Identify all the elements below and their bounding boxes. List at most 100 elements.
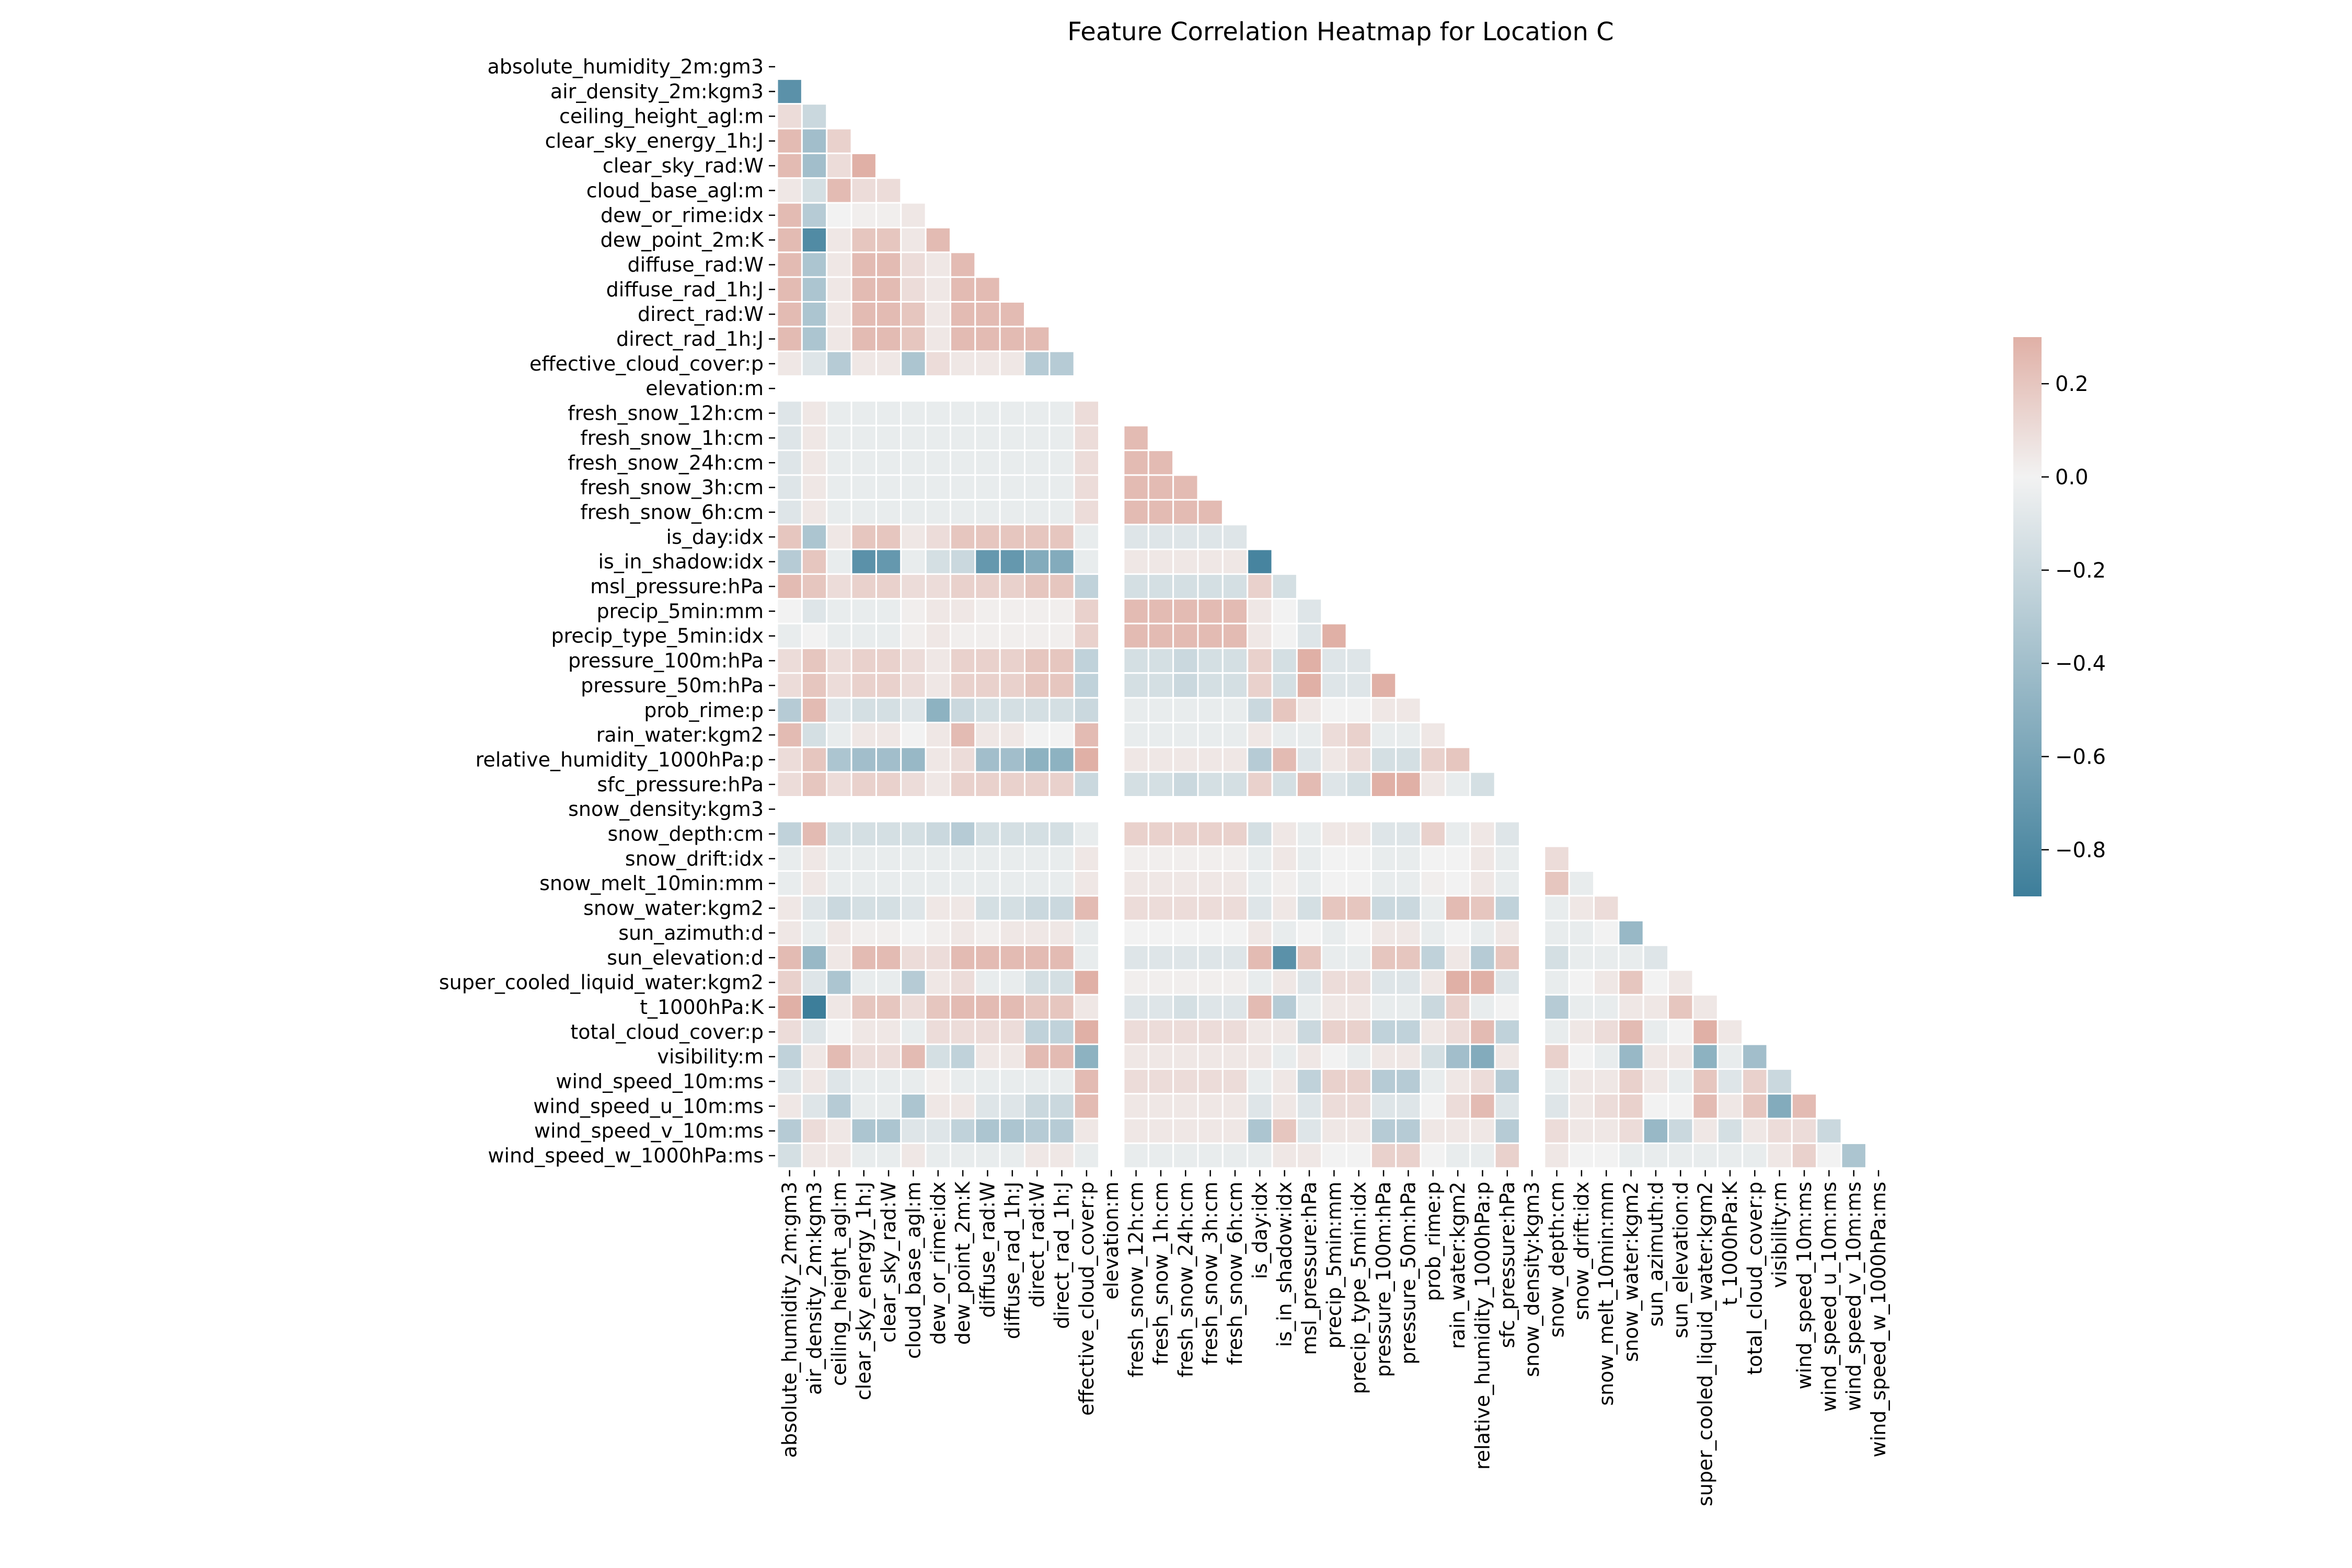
heatmap-cell xyxy=(949,301,976,328)
heatmap-cell xyxy=(1766,1117,1793,1144)
y-tick-label: wind_speed_10m:ms xyxy=(556,1070,764,1093)
heatmap-cell xyxy=(925,1117,951,1144)
heatmap-cell xyxy=(850,326,877,352)
heatmap-cell xyxy=(1370,994,1397,1021)
heatmap-cell xyxy=(1543,994,1570,1021)
heatmap-cell xyxy=(1073,424,1100,452)
heatmap-cell xyxy=(875,424,902,452)
heatmap-cell xyxy=(1296,845,1323,872)
heatmap-cell xyxy=(1048,647,1075,674)
y-tick-label: snow_depth:cm xyxy=(607,823,764,846)
heatmap-cell xyxy=(1271,919,1298,947)
heatmap-cell xyxy=(925,622,951,649)
heatmap-cell xyxy=(826,598,852,625)
heatmap-cell xyxy=(1321,944,1347,971)
heatmap-cell xyxy=(1073,845,1100,872)
x-tick-label: cloud_base_agl:m xyxy=(902,1182,925,1359)
heatmap-cell xyxy=(1048,746,1075,773)
heatmap-cell xyxy=(826,944,852,971)
y-tick-label: relative_humidity_1000hPa:p xyxy=(476,748,764,771)
heatmap-cell xyxy=(925,226,951,253)
heatmap-cell xyxy=(1444,969,1471,996)
heatmap-cell xyxy=(925,845,951,872)
x-tick-label: relative_humidity_1000hPa:p xyxy=(1471,1182,1494,1470)
heatmap-cell xyxy=(1048,845,1075,872)
heatmap-cell xyxy=(1469,1093,1496,1120)
heatmap-cell xyxy=(1048,449,1075,476)
heatmap-cell xyxy=(1147,474,1174,501)
heatmap-cell xyxy=(1321,870,1347,897)
heatmap-cell xyxy=(1247,672,1273,699)
heatmap-cell xyxy=(1271,994,1298,1021)
heatmap-cell xyxy=(1221,548,1249,575)
heatmap-cell xyxy=(974,350,1001,377)
x-tick-label: effective_cloud_cover:p xyxy=(1075,1182,1098,1416)
heatmap-cell xyxy=(1395,697,1422,723)
heatmap-cell xyxy=(1667,969,1694,996)
heatmap-cell xyxy=(974,548,1001,575)
heatmap-cell xyxy=(1048,1043,1075,1070)
heatmap-cell xyxy=(1247,1019,1273,1045)
heatmap-cell xyxy=(776,771,803,798)
heatmap-cell xyxy=(875,919,902,947)
y-tick-label: air_density_2m:kgm3 xyxy=(550,80,764,103)
heatmap-cell xyxy=(974,994,1001,1021)
heatmap-cell xyxy=(1123,845,1149,872)
heatmap-cell xyxy=(1543,1068,1570,1095)
heatmap-cell xyxy=(900,919,927,947)
heatmap-cell xyxy=(875,647,902,674)
heatmap-cell xyxy=(1444,1019,1471,1045)
heatmap-cell xyxy=(1247,1043,1273,1070)
heatmap-cell xyxy=(1321,771,1347,798)
heatmap-cell xyxy=(1568,1019,1595,1045)
y-tick-label: dew_or_rime:idx xyxy=(601,204,764,227)
heatmap-cell xyxy=(1469,994,1496,1021)
heatmap-cell xyxy=(1247,944,1273,971)
heatmap-cell xyxy=(1593,994,1620,1021)
heatmap-cell xyxy=(875,177,902,204)
y-tick-label: dew_point_2m:K xyxy=(601,228,764,251)
y-tick-label: is_in_shadow:idx xyxy=(598,550,764,573)
heatmap-cell xyxy=(949,1093,976,1120)
heatmap-cell xyxy=(1321,647,1347,674)
heatmap-cell xyxy=(925,276,951,303)
heatmap-cell xyxy=(1420,746,1446,773)
heatmap-cell xyxy=(801,449,828,476)
heatmap-cell xyxy=(826,994,852,1021)
heatmap-cell xyxy=(1791,1117,1818,1144)
heatmap-cell xyxy=(1172,771,1199,798)
heatmap-cell xyxy=(1247,845,1273,872)
heatmap-cell xyxy=(999,1068,1026,1095)
heatmap-cell xyxy=(1420,1068,1446,1095)
heatmap-cell xyxy=(974,697,1001,723)
heatmap-cell xyxy=(1048,400,1075,426)
heatmap-cell xyxy=(900,771,927,798)
heatmap-cell xyxy=(1543,944,1570,971)
heatmap-cell xyxy=(875,449,902,476)
heatmap-cell xyxy=(1172,994,1199,1021)
heatmap-cell xyxy=(1048,1068,1075,1095)
heatmap-cell xyxy=(1247,697,1273,723)
y-tick-label: prob_rime:p xyxy=(644,699,764,722)
heatmap-cell xyxy=(826,697,852,723)
heatmap-cell xyxy=(850,771,877,798)
heatmap-cell xyxy=(826,1142,852,1169)
heatmap-cell xyxy=(826,524,852,550)
heatmap-cell xyxy=(1024,474,1051,501)
heatmap-cell xyxy=(999,474,1026,501)
heatmap-cell xyxy=(974,746,1001,773)
heatmap-cell xyxy=(801,499,828,526)
heatmap-cell xyxy=(1247,821,1273,847)
heatmap-cell xyxy=(949,449,976,476)
heatmap-cell xyxy=(1593,1142,1620,1169)
heatmap-cell xyxy=(925,697,951,723)
heatmap-cell xyxy=(1147,1093,1174,1120)
heatmap-cell xyxy=(1247,994,1273,1021)
heatmap-cell xyxy=(1247,870,1273,897)
heatmap-cell xyxy=(1321,845,1347,872)
x-tick-label: wind_speed_u_10m:ms xyxy=(1817,1182,1840,1412)
heatmap-cell xyxy=(1271,870,1298,897)
heatmap-cell xyxy=(1296,598,1323,625)
heatmap-cell xyxy=(1197,771,1224,798)
heatmap-cell xyxy=(974,499,1001,526)
